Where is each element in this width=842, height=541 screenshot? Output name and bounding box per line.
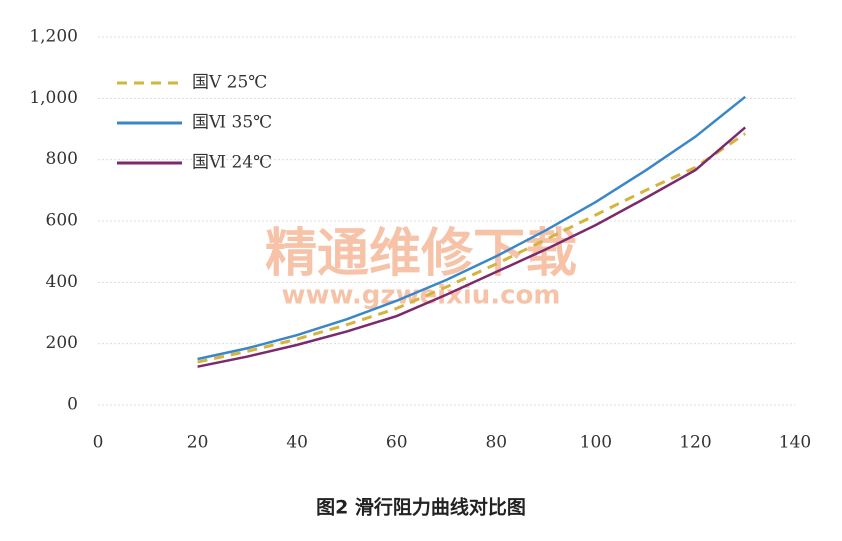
x-tick-label: 100 xyxy=(580,433,612,453)
x-tick-label: 80 xyxy=(485,433,507,453)
y-tick-label: 600 xyxy=(46,211,78,231)
x-tick-label: 140 xyxy=(779,433,811,453)
x-tick-label: 60 xyxy=(386,433,408,453)
y-tick-label: 200 xyxy=(46,333,78,353)
caption: 图2 滑行阻力曲线对比图 xyxy=(316,496,526,519)
x-tick-label: 120 xyxy=(679,433,711,453)
x-tick-label: 0 xyxy=(93,433,104,453)
y-tick-label: 400 xyxy=(46,272,78,292)
y-tick-label: 1,000 xyxy=(29,88,78,108)
y-tick-label: 1,200 xyxy=(29,27,78,47)
legend-label: 国Ⅵ 35℃ xyxy=(192,113,272,133)
x-tick-label: 40 xyxy=(286,433,308,453)
legend-label: 国Ⅴ 25℃ xyxy=(192,73,267,93)
watermark: 精通维修下载 xyxy=(265,224,577,284)
y-tick-label: 0 xyxy=(67,395,78,415)
x-tick-label: 20 xyxy=(187,433,209,453)
y-tick-label: 800 xyxy=(46,149,78,169)
legend-label: 国Ⅵ 24℃ xyxy=(192,153,272,173)
line xyxy=(197,126,747,368)
line xyxy=(197,132,747,364)
line xyxy=(197,95,746,361)
